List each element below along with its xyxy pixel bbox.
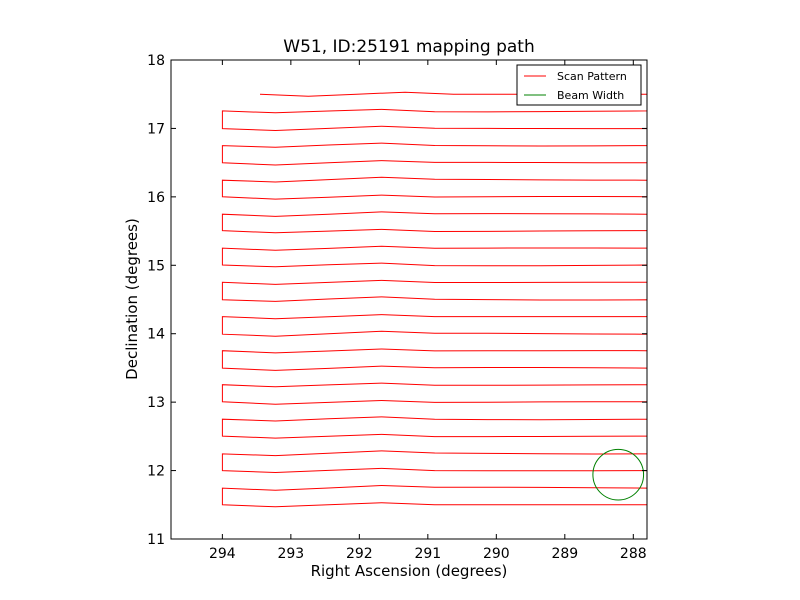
legend-label-beam-width: Beam Width bbox=[557, 89, 624, 102]
x-axis-label: Right Ascension (degrees) bbox=[311, 562, 508, 580]
x-tick-label: 294 bbox=[209, 546, 236, 562]
y-tick-label: 13 bbox=[147, 395, 165, 411]
legend-label-scan-pattern: Scan Pattern bbox=[557, 70, 627, 83]
y-tick-label: 11 bbox=[147, 532, 165, 548]
beam-width-circle bbox=[592, 448, 645, 501]
y-tick-label: 17 bbox=[147, 121, 165, 137]
plot-frame bbox=[170, 59, 648, 540]
y-tick-label: 15 bbox=[147, 258, 165, 274]
y-tick-label: 16 bbox=[147, 190, 165, 206]
legend: Scan Pattern Beam Width bbox=[516, 64, 642, 106]
x-tick-label: 289 bbox=[551, 546, 578, 562]
y-tick-label: 12 bbox=[147, 464, 165, 480]
data-layer bbox=[221, 91, 647, 508]
y-tick-label: 18 bbox=[147, 53, 165, 69]
x-tick-label: 292 bbox=[346, 546, 373, 562]
chart-title: W51, ID:25191 mapping path bbox=[283, 37, 534, 57]
scan-pattern-line bbox=[221, 91, 647, 508]
x-tick-label: 293 bbox=[277, 546, 304, 562]
y-axis-label: Declination (degrees) bbox=[123, 218, 141, 380]
x-tick-label: 290 bbox=[483, 546, 510, 562]
x-tick-label: 288 bbox=[620, 546, 647, 562]
x-tick-label: 291 bbox=[414, 546, 441, 562]
legend-box bbox=[516, 64, 642, 106]
y-tick-label: 14 bbox=[147, 327, 165, 343]
ticks-layer: 294 293 292 291 290 289 288 11 12 13 14 15 16 17 18 bbox=[147, 53, 647, 562]
